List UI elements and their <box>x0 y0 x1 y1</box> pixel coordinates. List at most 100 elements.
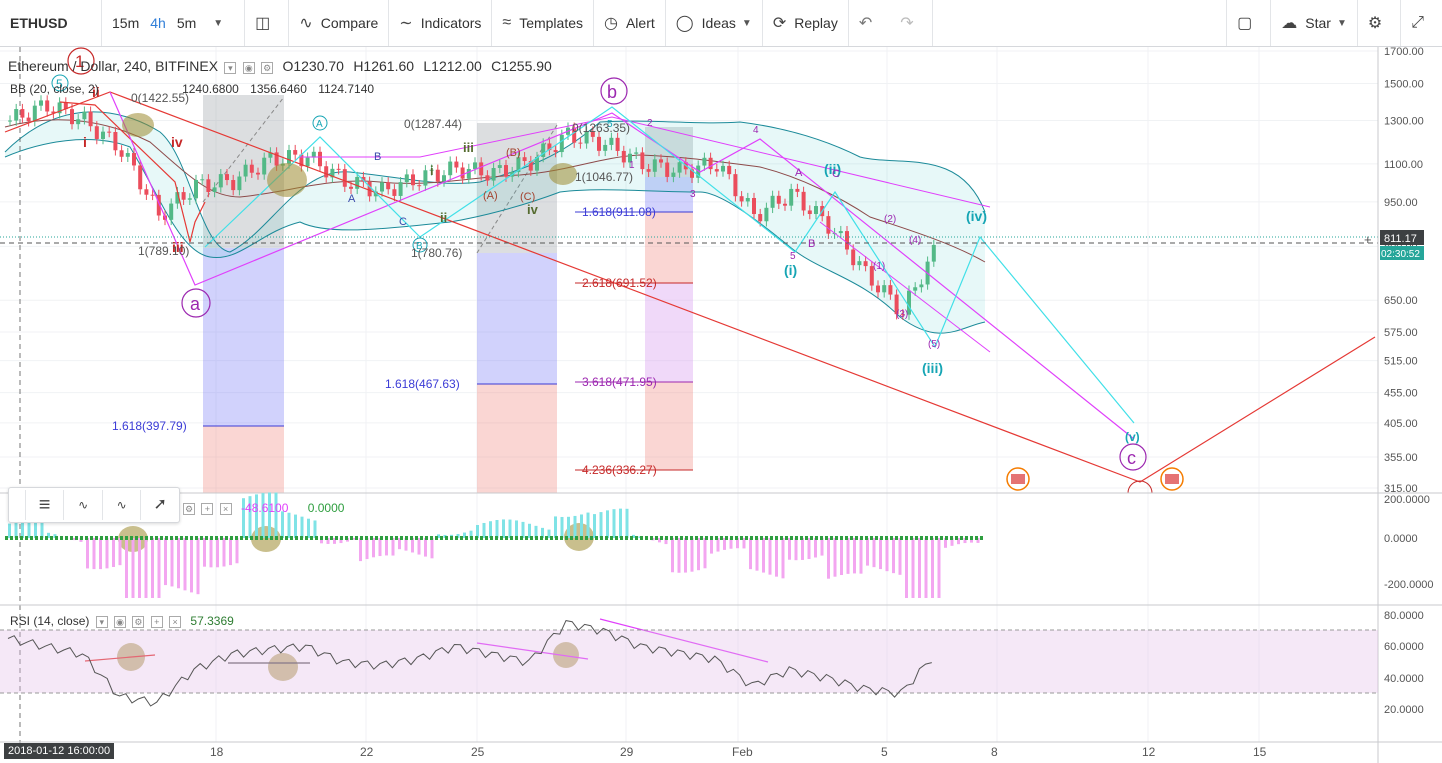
symbol-title: Ethereum / Dollar, 240, BITFINEX <box>8 58 219 74</box>
wave-label: ii <box>92 84 100 100</box>
undo-button[interactable]: ↶ <box>849 0 890 46</box>
wave-label: B <box>808 238 815 250</box>
candle-body <box>640 152 645 170</box>
candle-body <box>776 195 781 204</box>
expand-button[interactable]: ⤢ <box>1401 0 1442 46</box>
candle-body <box>39 100 43 106</box>
trend-line-icon[interactable]: ➚ <box>153 496 167 513</box>
close-icon[interactable]: × <box>169 615 182 628</box>
time-axis[interactable]: 18 22 25 29 Feb 5 8 12 15 <box>210 745 1267 759</box>
menu-lines-icon[interactable]: ≡ <box>26 490 65 520</box>
wave-15-icon[interactable]: ∿ <box>64 490 103 520</box>
candle-body <box>305 157 310 167</box>
replay-button[interactable]: ⟳ Replay <box>763 0 849 46</box>
chevron-down-icon[interactable]: ▾ <box>224 61 237 74</box>
macd-bar <box>112 538 115 567</box>
candle-body <box>708 157 713 170</box>
settings-button[interactable]: ⚙ <box>1358 0 1402 46</box>
candle-body <box>907 290 911 315</box>
interval-5m[interactable]: 5m <box>176 15 197 31</box>
bb-title: BB (20, close, 2) <box>10 82 99 96</box>
candle-body <box>795 188 800 192</box>
highlight-ellipse <box>122 113 154 137</box>
macd-bar <box>274 492 278 538</box>
highlight-ellipse <box>553 642 579 668</box>
time-tick: 18 <box>210 745 224 759</box>
eye-icon[interactable]: ◉ <box>114 615 127 628</box>
candle-body <box>361 176 366 182</box>
indicators-button[interactable]: ∼ Indicators <box>389 0 493 46</box>
macd-bar <box>729 538 733 549</box>
macd-bar <box>853 538 856 574</box>
symbol-search[interactable]: ETHUSD <box>0 0 102 46</box>
rsi-title: RSI (14, close) <box>10 614 90 628</box>
macd-bar <box>430 538 434 559</box>
macd-bar <box>781 538 785 579</box>
macd-bar <box>573 515 577 538</box>
candle-body <box>721 165 725 172</box>
partial-circle <box>1127 480 1153 494</box>
macd-bar <box>313 520 317 538</box>
macd-bar <box>209 538 213 568</box>
add-price-icon[interactable]: + <box>1364 232 1372 247</box>
compare-button[interactable]: ∿ Compare <box>289 0 390 46</box>
interval-4h[interactable]: 4h <box>150 15 166 31</box>
interval-15m[interactable]: 15m <box>112 15 140 31</box>
drag-handle[interactable] <box>9 490 26 520</box>
candle-body <box>101 131 105 139</box>
chevron-down-icon[interactable]: ▼ <box>213 17 224 29</box>
candle-body <box>652 159 657 172</box>
candle-body <box>466 168 471 179</box>
candle-body <box>287 150 291 164</box>
candle-body <box>349 186 353 189</box>
candle-body <box>863 261 868 267</box>
star-button[interactable]: ☁ Star ▼ <box>1271 0 1358 46</box>
candle-body <box>342 169 347 187</box>
economic-event-flags[interactable] <box>1006 467 1184 494</box>
candle-body <box>758 214 763 222</box>
wave-label: B <box>416 241 423 252</box>
candle-body <box>398 182 403 196</box>
candle-body <box>634 152 639 154</box>
macd-bar <box>502 519 505 538</box>
macd-bar <box>248 496 252 538</box>
bb-basis-value: 1240.6800 <box>182 82 239 96</box>
redo-button[interactable]: ↷ <box>890 0 933 46</box>
bollinger-fill <box>5 111 985 334</box>
candle-body <box>869 266 874 286</box>
macd-bar <box>528 523 531 538</box>
settings-small-icon[interactable]: ⚙ <box>183 502 195 515</box>
macd-bar <box>950 538 954 546</box>
macd-bar <box>599 512 603 538</box>
macd-bar <box>326 538 330 544</box>
eye-icon[interactable]: ◉ <box>242 61 255 74</box>
bb-legend: BB (20, close, 2) 1240.6800 1356.6460 11… <box>10 82 374 96</box>
close-icon[interactable]: × <box>219 502 232 515</box>
macd-bar <box>684 538 687 573</box>
ideas-button[interactable]: ◯ Ideas ▼ <box>666 0 763 46</box>
chart-canvas[interactable]: 1 a b c i ii iii iv i ii iii iv (i) (ii)… <box>0 47 1442 763</box>
templates-button[interactable]: ≈ Templates <box>492 0 594 46</box>
macd-bar <box>437 534 440 538</box>
alert-button[interactable]: ◷ Alert <box>594 0 666 46</box>
chart-type-button[interactable]: ◫ <box>245 0 290 46</box>
candle-body <box>504 165 508 177</box>
settings-small-icon[interactable]: ⚙ <box>132 615 145 628</box>
candle-body <box>330 168 335 178</box>
add-icon[interactable]: + <box>150 615 163 628</box>
fullscreen-toggle[interactable]: ▢ <box>1226 0 1272 46</box>
chevron-down-icon[interactable]: ▾ <box>95 615 108 628</box>
candle-body <box>324 166 329 178</box>
price-axis[interactable]: 1700.001500.001300.001100.00950.00800.00… <box>1384 47 1424 495</box>
candle-body <box>727 165 732 175</box>
candle-body <box>20 109 25 118</box>
macd-bar <box>554 516 557 538</box>
price-tick: 515.00 <box>1384 356 1418 368</box>
candle-body <box>187 198 192 200</box>
candle-body <box>857 261 862 266</box>
macd-bar <box>463 532 466 538</box>
settings-small-icon[interactable]: ⚙ <box>261 61 274 74</box>
interval-selector[interactable]: 15m 4h 5m ▼ <box>102 0 246 46</box>
add-icon[interactable]: + <box>201 502 214 515</box>
wave-abc-icon[interactable]: ∿ <box>103 490 142 520</box>
